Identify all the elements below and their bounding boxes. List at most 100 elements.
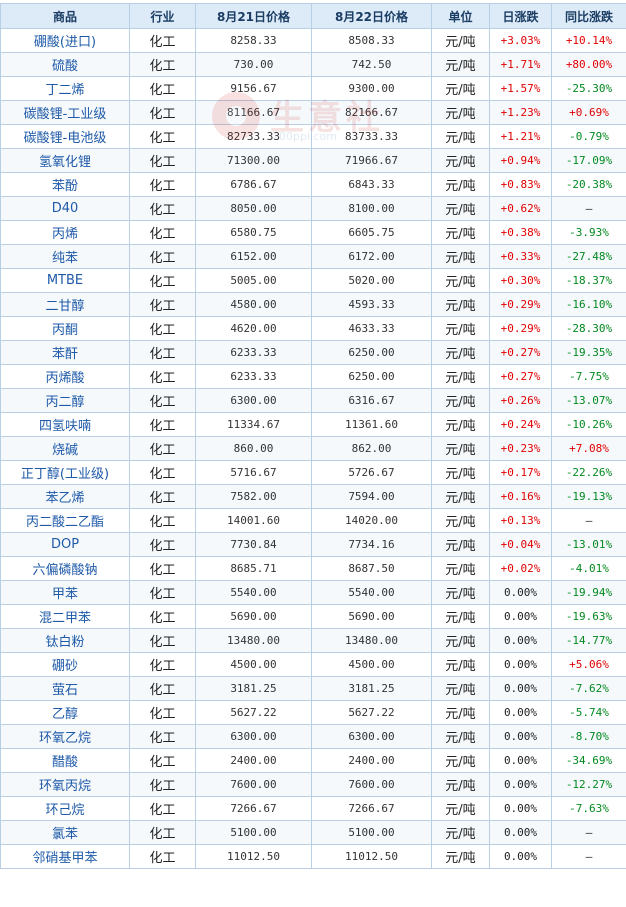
yoy-change: -0.79% (551, 124, 626, 149)
daily-change: 0.00% (489, 796, 552, 821)
daily-change: +0.04% (489, 532, 552, 557)
header-price-aug22[interactable]: 8月22日价格 (311, 3, 432, 29)
product-name[interactable]: 丙烯 (0, 220, 130, 245)
unit: 元/吨 (431, 76, 490, 101)
product-name[interactable]: 硫酸 (0, 52, 130, 77)
product-name[interactable]: 氢氧化锂 (0, 148, 130, 173)
industry: 化工 (129, 340, 196, 365)
price-aug21: 6786.67 (195, 172, 312, 197)
table-row: 邻硝基甲苯 化工 11012.50 11012.50 元/吨 0.00% — (0, 844, 626, 869)
header-price-aug21[interactable]: 8月21日价格 (195, 3, 312, 29)
industry: 化工 (129, 652, 196, 677)
product-name[interactable]: 丙烯酸 (0, 364, 130, 389)
industry: 化工 (129, 820, 196, 845)
unit: 元/吨 (431, 172, 490, 197)
product-name[interactable]: 环氧乙烷 (0, 724, 130, 749)
header-industry[interactable]: 行业 (129, 3, 196, 29)
price-aug21: 5627.22 (195, 700, 312, 725)
table-row: DOP 化工 7730.84 7734.16 元/吨 +0.04% -13.01% (0, 532, 626, 557)
price-aug22: 5540.00 (311, 580, 432, 605)
industry: 化工 (129, 748, 196, 773)
yoy-change: -16.10% (551, 292, 626, 317)
yoy-change: -19.63% (551, 604, 626, 629)
product-name[interactable]: 烧碱 (0, 436, 130, 461)
table-row: 硼砂 化工 4500.00 4500.00 元/吨 0.00% +5.06% (0, 652, 626, 677)
product-name[interactable]: 丙二醇 (0, 388, 130, 413)
header-daily-change[interactable]: 日涨跌 (489, 3, 552, 29)
product-name[interactable]: 萤石 (0, 676, 130, 701)
yoy-change: -12.27% (551, 772, 626, 797)
product-name[interactable]: 苯酐 (0, 340, 130, 365)
yoy-change: -8.70% (551, 724, 626, 749)
product-name[interactable]: 六偏磷酸钠 (0, 556, 130, 581)
product-name[interactable]: 混二甲苯 (0, 604, 130, 629)
unit: 元/吨 (431, 580, 490, 605)
product-name[interactable]: 碳酸锂-工业级 (0, 100, 130, 125)
product-name[interactable]: 丙二酸二乙酯 (0, 508, 130, 533)
industry: 化工 (129, 628, 196, 653)
table-row: 苯乙烯 化工 7582.00 7594.00 元/吨 +0.16% -19.13% (0, 484, 626, 509)
product-name[interactable]: 苯乙烯 (0, 484, 130, 509)
product-name[interactable]: 丙酮 (0, 316, 130, 341)
price-aug21: 8258.33 (195, 28, 312, 53)
header-unit[interactable]: 单位 (431, 3, 490, 29)
price-aug21: 5716.67 (195, 460, 312, 485)
industry: 化工 (129, 388, 196, 413)
yoy-change: -19.94% (551, 580, 626, 605)
price-aug21: 82733.33 (195, 124, 312, 149)
product-name[interactable]: MTBE (0, 268, 130, 293)
product-name[interactable]: 醋酸 (0, 748, 130, 773)
daily-change: 0.00% (489, 580, 552, 605)
product-name[interactable]: DOP (0, 532, 130, 557)
price-aug21: 6300.00 (195, 388, 312, 413)
yoy-change: — (551, 844, 626, 869)
product-name[interactable]: 正丁醇(工业级) (0, 460, 130, 485)
yoy-change: -25.30% (551, 76, 626, 101)
daily-change: +0.83% (489, 172, 552, 197)
product-name[interactable]: 环己烷 (0, 796, 130, 821)
unit: 元/吨 (431, 388, 490, 413)
daily-change: +0.23% (489, 436, 552, 461)
product-name[interactable]: 碳酸锂-电池级 (0, 124, 130, 149)
product-name[interactable]: 钛白粉 (0, 628, 130, 653)
yoy-change: -13.07% (551, 388, 626, 413)
product-name[interactable]: 乙醇 (0, 700, 130, 725)
industry: 化工 (129, 124, 196, 149)
table-row: 硼酸(进口) 化工 8258.33 8508.33 元/吨 +3.03% +10.14% (0, 28, 626, 53)
table-row: 萤石 化工 3181.25 3181.25 元/吨 0.00% -7.62% (0, 676, 626, 701)
unit: 元/吨 (431, 292, 490, 317)
product-name[interactable]: 环氧丙烷 (0, 772, 130, 797)
table-row: 纯苯 化工 6152.00 6172.00 元/吨 +0.33% -27.48% (0, 244, 626, 269)
table-row: 丙烯酸 化工 6233.33 6250.00 元/吨 +0.27% -7.75% (0, 364, 626, 389)
price-aug21: 6233.33 (195, 340, 312, 365)
unit: 元/吨 (431, 28, 490, 53)
product-name[interactable]: 邻硝基甲苯 (0, 844, 130, 869)
price-aug22: 4593.33 (311, 292, 432, 317)
price-aug21: 71300.00 (195, 148, 312, 173)
product-name[interactable]: 苯酚 (0, 172, 130, 197)
yoy-change: +5.06% (551, 652, 626, 677)
product-name[interactable]: 纯苯 (0, 244, 130, 269)
unit: 元/吨 (431, 340, 490, 365)
product-name[interactable]: 氯苯 (0, 820, 130, 845)
industry: 化工 (129, 100, 196, 125)
table-row: 丙二酸二乙酯 化工 14001.60 14020.00 元/吨 +0.13% — (0, 508, 626, 533)
product-name[interactable]: D40 (0, 196, 130, 221)
yoy-change: -7.63% (551, 796, 626, 821)
unit: 元/吨 (431, 676, 490, 701)
product-name[interactable]: 二甘醇 (0, 292, 130, 317)
product-name[interactable]: 硼砂 (0, 652, 130, 677)
table-row: MTBE 化工 5005.00 5020.00 元/吨 +0.30% -18.37% (0, 268, 626, 293)
table-header-row: 商品 行业 8月21日价格 8月22日价格 单位 日涨跌 同比涨跌 (0, 3, 626, 29)
industry: 化工 (129, 580, 196, 605)
header-yoy-change[interactable]: 同比涨跌 (551, 3, 626, 29)
header-product[interactable]: 商品 (0, 3, 130, 29)
daily-change: +0.38% (489, 220, 552, 245)
product-name[interactable]: 四氢呋喃 (0, 412, 130, 437)
product-name[interactable]: 甲苯 (0, 580, 130, 605)
table-row: 甲苯 化工 5540.00 5540.00 元/吨 0.00% -19.94% (0, 580, 626, 605)
product-name[interactable]: 硼酸(进口) (0, 28, 130, 53)
product-name[interactable]: 丁二烯 (0, 76, 130, 101)
industry: 化工 (129, 436, 196, 461)
price-change-table: 商品 行业 8月21日价格 8月22日价格 单位 日涨跌 同比涨跌 硼酸(进口)… (0, 3, 626, 869)
